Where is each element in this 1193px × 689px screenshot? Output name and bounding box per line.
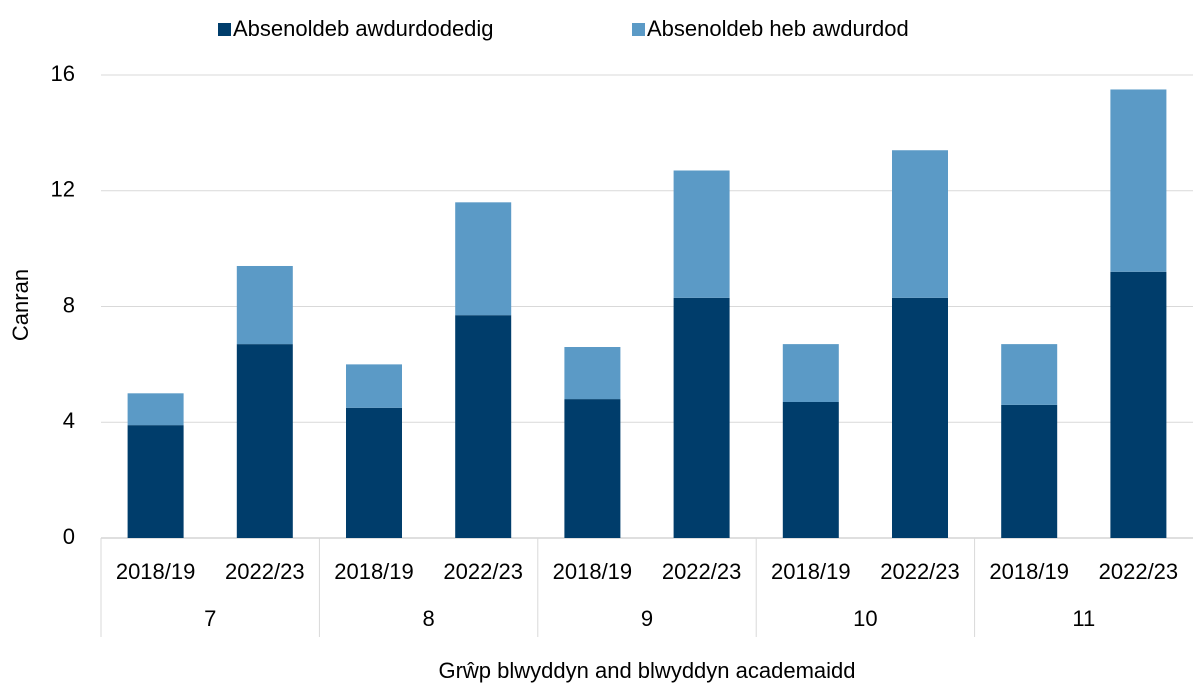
- group-label: 11: [1072, 606, 1095, 631]
- y-tick-label: 12: [51, 177, 75, 202]
- bar-segment: [673, 297, 730, 538]
- bar-segment: [236, 265, 293, 345]
- bar-segment: [673, 170, 730, 298]
- bar-segment: [564, 347, 621, 400]
- bar-segment: [782, 344, 839, 402]
- group-label: 9: [641, 606, 653, 631]
- bar-segment: [1001, 404, 1058, 538]
- y-axis-title: Canran: [8, 269, 33, 341]
- x-tick-label: 2018/19: [116, 559, 196, 584]
- x-tick-label: 2018/19: [334, 559, 414, 584]
- bar-segment: [346, 364, 402, 408]
- bar-segment: [455, 202, 512, 316]
- legend-label: Absenoldeb awdurdodedig: [233, 16, 494, 41]
- bar-segment: [455, 315, 512, 538]
- bar-segment: [1001, 344, 1058, 405]
- bar-segment: [1110, 89, 1167, 272]
- bar-segment: [892, 150, 948, 298]
- legend-swatch: [218, 23, 231, 36]
- x-tick-label: 2022/23: [225, 559, 305, 584]
- bar-segment: [127, 393, 184, 426]
- bar-segment: [1110, 271, 1167, 538]
- bar-segment: [127, 425, 184, 538]
- x-tick-label: 2018/19: [989, 559, 1069, 584]
- bar-segment: [564, 399, 621, 538]
- x-tick-label: 2018/19: [771, 559, 851, 584]
- y-tick-label: 8: [63, 292, 75, 317]
- x-axis-title: Grŵp blwyddyn and blwyddyn academaidd: [438, 658, 855, 683]
- group-label: 8: [422, 606, 434, 631]
- x-tick-label: 2022/23: [443, 559, 523, 584]
- y-tick-label: 16: [51, 61, 75, 86]
- group-label: 10: [853, 606, 877, 631]
- bar-segment: [892, 297, 948, 538]
- y-tick-label: 0: [63, 524, 75, 549]
- x-tick-label: 2018/19: [553, 559, 633, 584]
- bar-segment: [782, 401, 839, 538]
- group-label: 7: [204, 606, 216, 631]
- bar-segment: [346, 407, 402, 538]
- legend-label: Absenoldeb heb awdurdod: [647, 16, 909, 41]
- x-tick-label: 2022/23: [880, 559, 960, 584]
- bar-segment: [236, 344, 293, 538]
- y-tick-label: 4: [63, 408, 75, 433]
- x-tick-label: 2022/23: [662, 559, 742, 584]
- legend-swatch: [632, 23, 645, 36]
- x-tick-label: 2022/23: [1099, 559, 1179, 584]
